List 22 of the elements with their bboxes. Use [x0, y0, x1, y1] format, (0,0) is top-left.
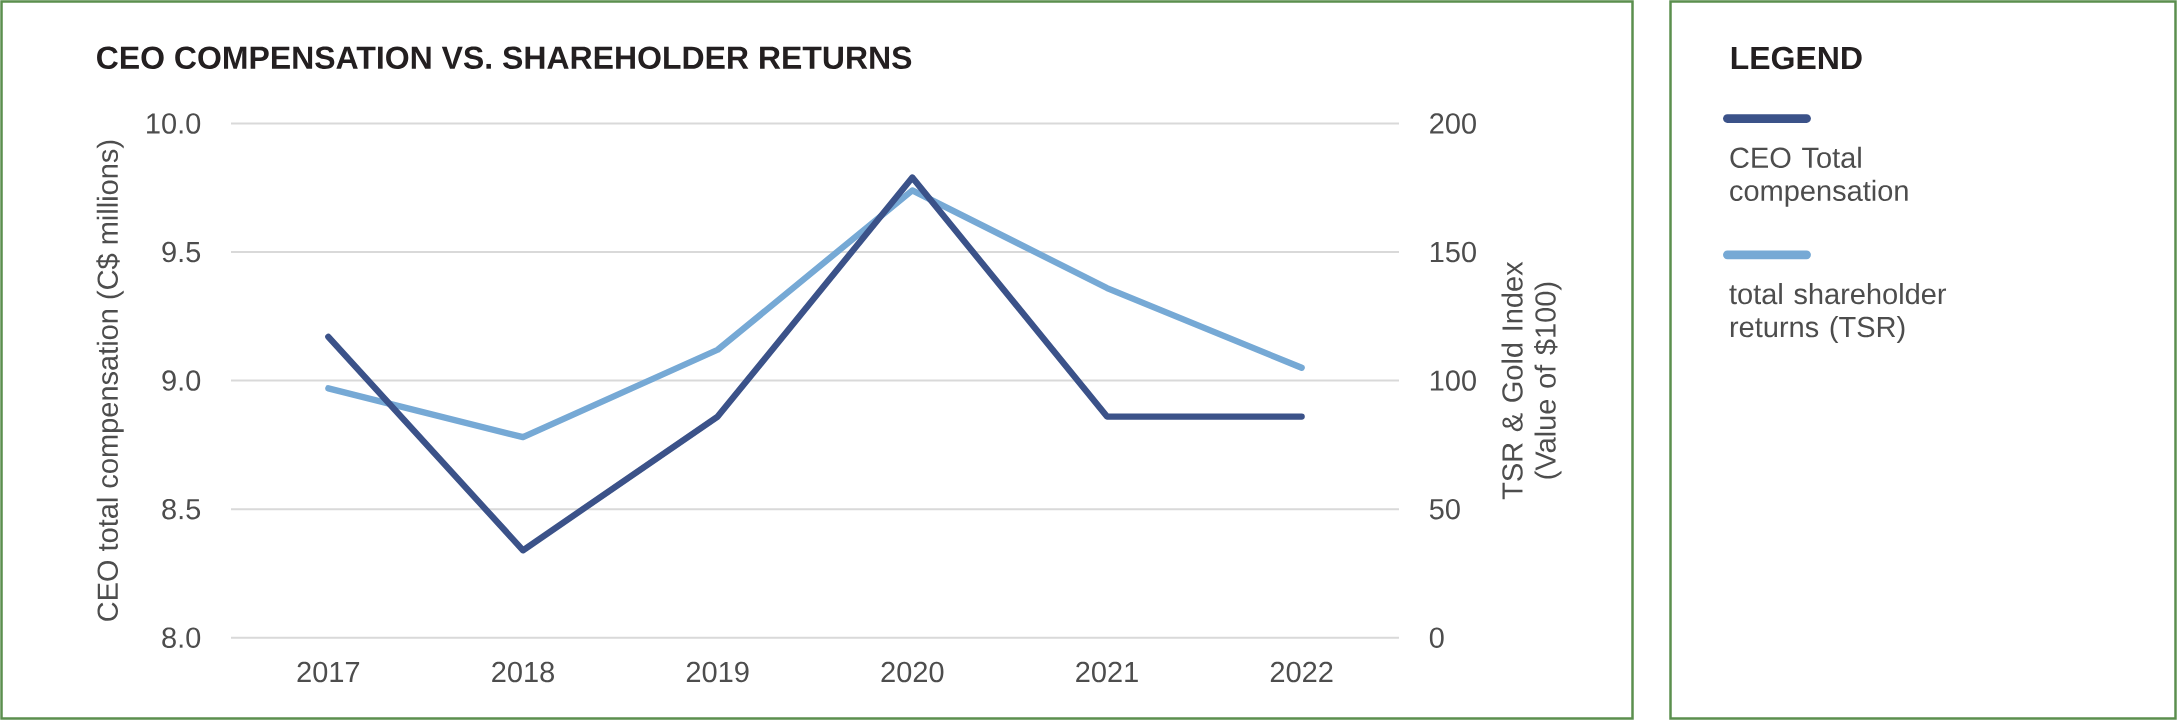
y2-tick-label: 0 — [1429, 627, 1444, 648]
legend-label: total shareholder returns (TSR) — [1729, 283, 1947, 344]
y2-tick-label: 200 — [1430, 113, 1476, 134]
y-tick-label: 8.0 — [162, 627, 201, 648]
y-axis-title: CEO total compensation (C$ millions) — [96, 140, 124, 621]
x-tick-label: 2022 — [1270, 661, 1333, 683]
x-tick-label: 2020 — [881, 661, 944, 683]
y2-tick-label: 150 — [1430, 241, 1476, 263]
y-tick-label: 10.0 — [147, 113, 201, 134]
y-tick-label: 9.5 — [162, 241, 201, 263]
y2-tick-label: 100 — [1430, 370, 1476, 391]
x-tick-label: 2017 — [297, 661, 360, 683]
x-tick-label: 2018 — [492, 661, 554, 683]
legend-title: LEGEND — [1731, 46, 1862, 70]
legend-label: CEO Total compensation — [1730, 146, 1908, 207]
x-tick-label: 2019 — [686, 661, 749, 683]
y-tick-label: 8.5 — [162, 498, 201, 520]
y2-tick-label: 50 — [1429, 498, 1460, 520]
chart-title: CEO COMPENSATION VS. SHAREHOLDER RETURNS — [97, 46, 912, 70]
x-tick-label: 2021 — [1076, 661, 1138, 683]
y2-axis-title: TSR & Gold Index (Value of $100) — [1501, 261, 1562, 500]
y-tick-label: 9.0 — [162, 370, 201, 391]
